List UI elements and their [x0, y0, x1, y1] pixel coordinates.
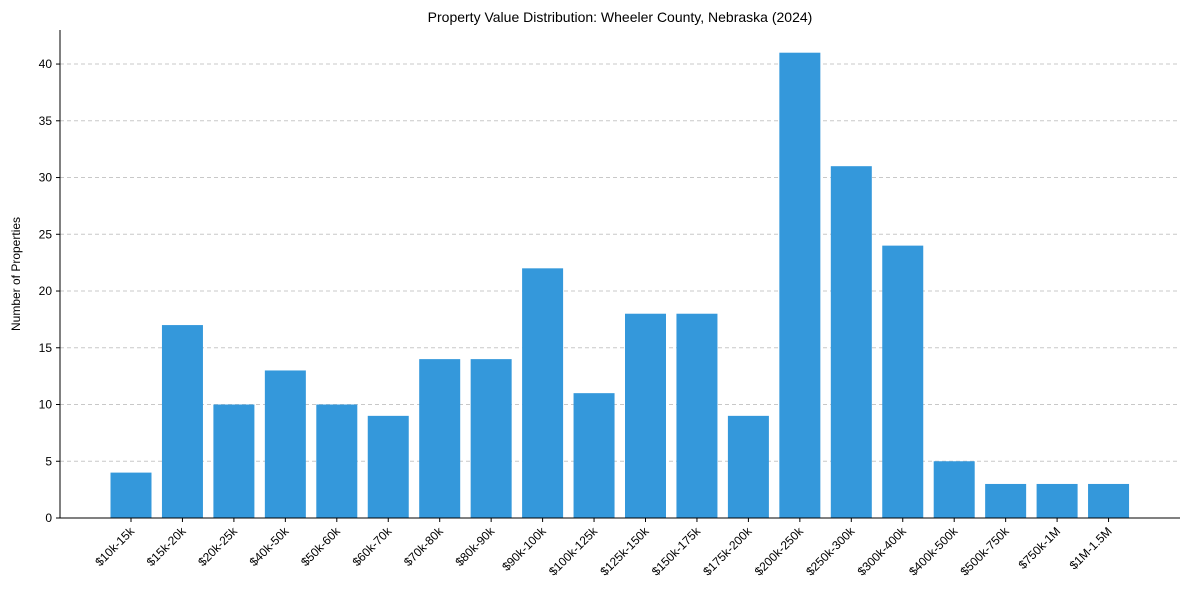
bar-$10k-15k: [110, 472, 152, 518]
y-tick-label-25: 25: [39, 227, 53, 241]
y-tick-label-5: 5: [45, 454, 52, 468]
y-ticks: 0 5 10 15 20 25 30 35 40: [39, 57, 60, 525]
x-tick-label-15: $300k-400k: [855, 524, 910, 579]
bar-$50k-60k: [316, 404, 358, 518]
x-tick-label-0: $10k-15k: [92, 524, 138, 570]
bar-$90k-100k: [522, 268, 564, 518]
x-ticks: $10k-15k $15k-20k $20k-25k $40k-50k $50k-60k…: [92, 518, 1115, 579]
gridlines: [60, 63, 1180, 462]
x-tick-label-8: $90k-100k: [499, 524, 549, 574]
x-tick-label-18: $750k-1M: [1016, 524, 1064, 572]
y-axis-label: Number of Properties: [9, 217, 23, 331]
bar-$150k-175k: [676, 313, 718, 518]
chart-title: Property Value Distribution: Wheeler Cou…: [428, 9, 813, 25]
y-tick-label-20: 20: [39, 284, 53, 298]
x-tick-label-9: $100k-125k: [546, 524, 601, 579]
y-tick-label-30: 30: [39, 171, 53, 185]
bar-$100k-125k: [573, 393, 615, 518]
y-tick-label-15: 15: [39, 341, 53, 355]
x-tick-label-17: $500k-750k: [958, 524, 1013, 579]
x-tick-label-7: $80k-90k: [452, 524, 498, 570]
bar-$500k-750k: [985, 483, 1027, 518]
x-tick-label-13: $200k-250k: [752, 524, 807, 579]
y-tick-label-35: 35: [39, 114, 53, 128]
x-tick-label-16: $400k-500k: [906, 524, 961, 579]
x-tick-label-19: $1M-1.5M: [1067, 524, 1115, 572]
bar-$80k-90k: [470, 359, 512, 518]
bar-$40k-50k: [264, 370, 306, 518]
x-tick-label-12: $175k-200k: [700, 524, 755, 579]
y-tick-label-10: 10: [39, 398, 53, 412]
bars: [110, 52, 1130, 519]
bar-$200k-250k: [779, 52, 821, 519]
bar-$1M-1.5M: [1088, 483, 1130, 518]
bar-$750k-1M: [1036, 483, 1078, 518]
bar-$125k-150k: [625, 313, 666, 518]
bar-$20k-25k: [213, 404, 255, 518]
bar-$300k-400k: [882, 245, 924, 518]
x-tick-label-6: $70k-80k: [401, 524, 447, 570]
bar-$15k-20k: [161, 325, 203, 518]
x-tick-label-4: $50k-60k: [298, 524, 344, 570]
x-tick-label-10: $125k-150k: [597, 524, 652, 579]
x-tick-label-3: $40k-50k: [247, 524, 293, 570]
x-tick-label-5: $60k-70k: [350, 524, 396, 570]
x-tick-label-2: $20k-25k: [195, 524, 241, 570]
axes: [59, 30, 1180, 519]
y-tick-label-40: 40: [39, 57, 53, 71]
bar-$175k-200k: [727, 415, 769, 518]
bar-$400k-500k: [933, 461, 975, 518]
bar-$70k-80k: [419, 359, 461, 518]
x-tick-label-1: $15k-20k: [144, 524, 190, 570]
y-tick-label-0: 0: [45, 511, 52, 525]
bar-$250k-300k: [830, 166, 872, 519]
bar-$60k-70k: [367, 415, 409, 518]
x-tick-label-14: $250k-300k: [803, 524, 858, 579]
x-tick-label-11: $150k-175k: [649, 524, 704, 579]
